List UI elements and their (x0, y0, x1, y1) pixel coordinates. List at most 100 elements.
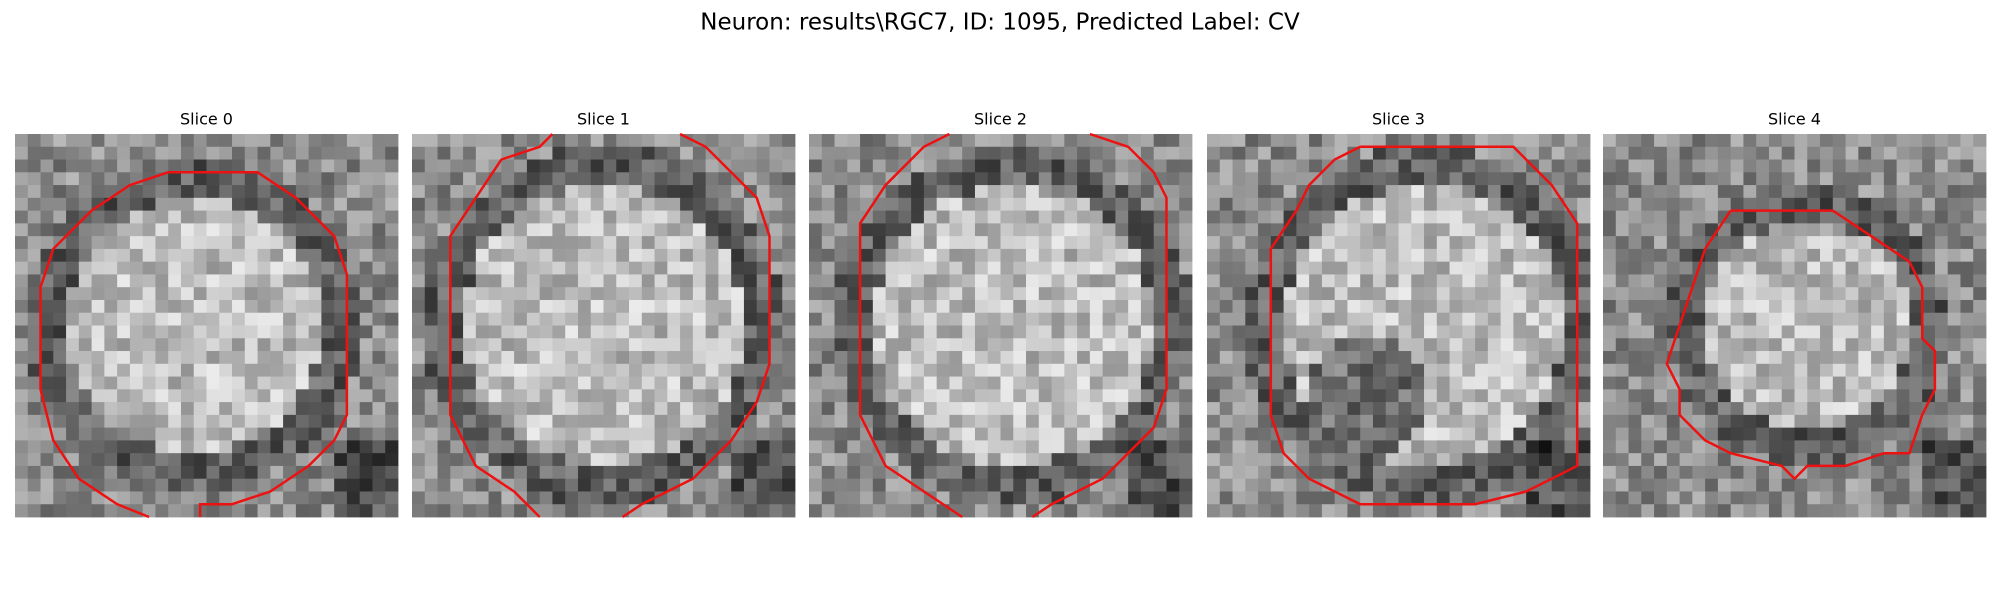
pixel (475, 134, 489, 148)
pixel (1207, 274, 1221, 288)
pixel (1424, 172, 1438, 186)
pixel (514, 453, 528, 467)
pixel (949, 223, 963, 237)
pixel (232, 478, 246, 492)
pixel (860, 325, 874, 339)
pixel (321, 261, 335, 275)
pixel (1334, 465, 1348, 480)
pixel (1717, 299, 1732, 314)
pixel (168, 312, 182, 326)
pixel (552, 427, 566, 441)
pixel (1679, 274, 1693, 288)
pixel (539, 223, 553, 237)
pixel (206, 299, 220, 314)
pixel (1064, 146, 1078, 160)
pixel (1153, 210, 1167, 224)
pixel (1398, 236, 1412, 250)
pixel (1896, 185, 1910, 199)
pixel (104, 172, 118, 186)
pixel (1462, 210, 1476, 224)
pixel (1820, 299, 1834, 314)
pixel (295, 134, 310, 148)
pixel (1000, 351, 1014, 365)
pixel (565, 453, 579, 467)
pixel (834, 261, 848, 275)
pixel (629, 299, 643, 314)
pixel (1666, 299, 1680, 314)
pixel (1038, 427, 1052, 441)
pixel (219, 504, 233, 518)
pixel (1717, 363, 1732, 377)
pixel (514, 172, 528, 186)
pixel (1334, 134, 1348, 148)
pixel (756, 248, 770, 263)
pixel (1692, 185, 1706, 199)
pixel (1385, 325, 1399, 339)
pixel (641, 465, 655, 480)
pixel (705, 223, 719, 237)
pixel (1347, 274, 1361, 288)
pixel (1153, 376, 1167, 390)
pixel (821, 427, 835, 441)
pixel (1321, 427, 1336, 441)
pixel (1487, 504, 1502, 518)
pixel (1089, 376, 1104, 390)
pixel (463, 414, 477, 429)
pixel (1475, 185, 1489, 199)
pixel (1654, 312, 1668, 326)
pixel (1245, 427, 1259, 441)
pixel (1845, 402, 1859, 416)
pixel (450, 299, 464, 314)
pixel (1321, 402, 1336, 416)
pixel (1564, 274, 1578, 288)
pixel (117, 338, 131, 352)
pixel (1934, 248, 1949, 263)
pixel (219, 351, 233, 365)
pixel (1232, 261, 1246, 275)
pixel (257, 210, 271, 224)
pixel (1283, 197, 1297, 211)
pixel (1807, 402, 1821, 416)
pixel (834, 363, 848, 377)
pixel (1411, 210, 1425, 224)
pixel (987, 248, 1001, 263)
pixel (1807, 440, 1821, 454)
pixel (1858, 427, 1872, 441)
pixel (1743, 363, 1757, 377)
pixel (346, 402, 361, 416)
pixel (885, 351, 899, 365)
pixel (1756, 274, 1770, 288)
pixel (667, 210, 681, 224)
pixel (1128, 274, 1142, 288)
pixel (1871, 274, 1885, 288)
pixel (1436, 236, 1450, 250)
pixel (1730, 274, 1744, 288)
pixel (1807, 134, 1821, 148)
pixel (949, 325, 963, 339)
pixel (1128, 185, 1142, 199)
pixel (1666, 223, 1680, 237)
pixel (654, 465, 668, 480)
pixel (1013, 414, 1027, 429)
pixel (1947, 172, 1961, 186)
pixel (40, 197, 54, 211)
pixel (1475, 504, 1489, 518)
pixel (168, 491, 182, 505)
pixel (1807, 236, 1821, 250)
pixel (1538, 287, 1553, 301)
pixel (514, 440, 528, 454)
pixel (475, 210, 489, 224)
pixel (232, 312, 246, 326)
pixel (501, 504, 515, 518)
pixel (1922, 414, 1936, 429)
pixel (1128, 402, 1142, 416)
pixel (1717, 376, 1732, 390)
pixel (91, 402, 105, 416)
pixel (667, 338, 681, 352)
pixel (1692, 414, 1706, 429)
pixel (1577, 172, 1591, 186)
pixel (898, 376, 912, 390)
pixel (705, 134, 719, 148)
pixel (769, 478, 783, 492)
pixel (1500, 261, 1514, 275)
